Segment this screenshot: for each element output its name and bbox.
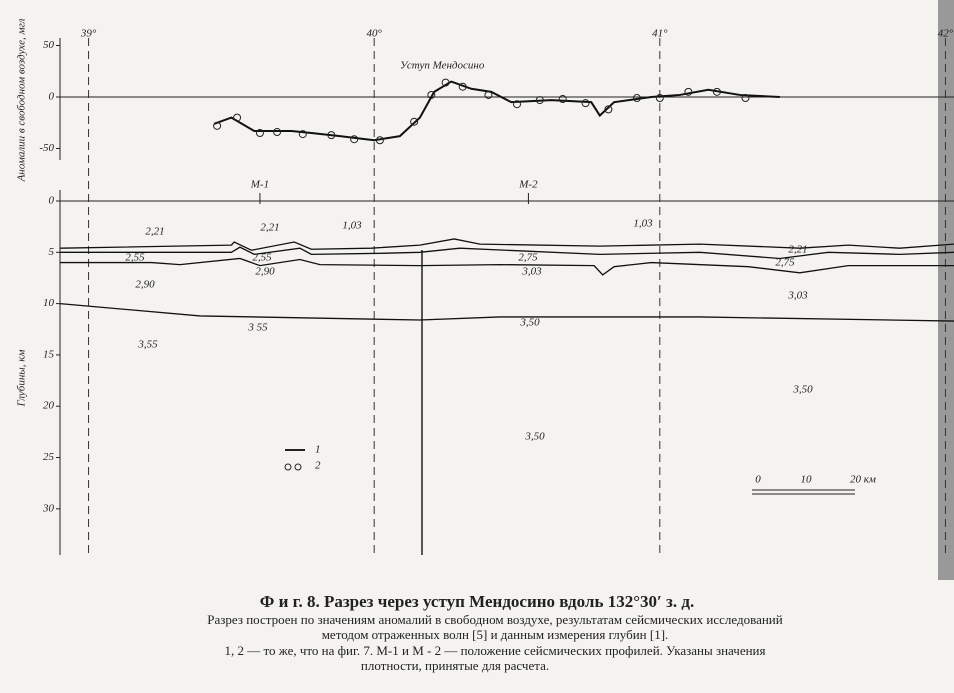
scale-label: 10 <box>801 474 813 486</box>
density-label: 2,55 <box>252 252 272 264</box>
y-tick-label: 10 <box>43 297 55 309</box>
y-label: Аномалии в свободном воздухе, мгл <box>16 18 28 182</box>
y-tick-label: -50 <box>39 142 54 154</box>
y-tick-label: 25 <box>43 451 55 463</box>
density-label: 3,50 <box>524 431 545 443</box>
anomaly-curve <box>213 80 780 142</box>
y-tick-label: 0 <box>49 195 55 207</box>
observation <box>712 87 721 96</box>
density-label: 3 55 <box>247 322 268 334</box>
density-label: 2,55 <box>125 252 145 264</box>
density-label: 2,21 <box>788 244 807 256</box>
legend-circle <box>284 463 292 471</box>
caption-line: методом отраженных волн [5] и данным изм… <box>322 627 669 642</box>
observation <box>350 135 359 144</box>
observation <box>512 100 521 109</box>
density-label: 2,75 <box>775 257 795 269</box>
density-label: 2,75 <box>518 252 538 264</box>
density-label: 1,03 <box>633 218 653 230</box>
scale-label: 20 км <box>850 474 876 486</box>
y-tick-label: 30 <box>42 502 55 514</box>
observation <box>535 96 544 105</box>
caption-line: плотности, принятые для расчета. <box>361 658 549 673</box>
density-label: 3,55 <box>137 339 158 351</box>
observation <box>604 105 613 114</box>
caption-line: Разрез построен по значениям аномалий в … <box>207 612 782 627</box>
profile-label: М-2 <box>518 179 538 191</box>
density-label: 2,90 <box>255 266 275 278</box>
x-tick-label: 39° <box>80 28 97 40</box>
observation <box>484 90 493 99</box>
density-label: 1,03 <box>342 220 362 232</box>
observation <box>458 82 467 91</box>
caption-line: 1, 2 — то же, что на фиг. 7. М-1 и М - 2… <box>225 643 766 658</box>
observation <box>684 87 693 96</box>
observation <box>655 94 664 103</box>
density-label: 2,21 <box>145 226 164 238</box>
observation <box>375 136 384 145</box>
legend-label: 2 <box>315 460 321 472</box>
observation <box>273 128 282 137</box>
y-tick-label: 20 <box>43 400 55 412</box>
observation <box>327 131 336 140</box>
observation <box>441 78 450 87</box>
density-label: 3,50 <box>519 317 540 329</box>
observation <box>558 95 567 104</box>
x-tick-label: 40° <box>366 28 382 40</box>
layer-boundary <box>60 246 954 260</box>
scale-label: 0 <box>755 474 761 486</box>
legend-label: 1 <box>315 444 321 456</box>
observation <box>298 130 307 139</box>
x-tick-label: 42° <box>938 28 954 40</box>
layer-boundary <box>59 238 954 251</box>
y-tick-label: 0 <box>49 91 55 103</box>
y-tick-label: 5 <box>49 246 55 258</box>
observation <box>213 121 222 130</box>
annotation: Уступ Мендосино <box>400 60 485 72</box>
observation <box>581 99 590 108</box>
layer-boundary <box>59 302 954 322</box>
y-label: Глубины, км <box>16 350 28 408</box>
density-label: 2,21 <box>260 222 279 234</box>
caption-title: Ф и г. 8. Разрез через уступ Мендосино в… <box>260 592 694 611</box>
layer-boundary <box>60 257 954 276</box>
legend-circle <box>294 463 302 471</box>
density-label: 3,03 <box>787 290 808 302</box>
observation <box>632 94 641 103</box>
observation <box>233 113 242 122</box>
x-tick-label: 41° <box>652 28 668 40</box>
profile-label: М-1 <box>250 179 269 191</box>
observation <box>410 117 419 126</box>
page-shadow <box>938 0 954 580</box>
observation <box>427 90 436 99</box>
observation <box>255 129 264 138</box>
density-label: 2,90 <box>135 279 155 291</box>
y-tick-label: 50 <box>43 39 55 51</box>
density-label: 3,50 <box>792 384 813 396</box>
y-tick-label: 15 <box>43 348 55 360</box>
density-label: 3,03 <box>521 266 542 278</box>
observation <box>741 94 750 103</box>
